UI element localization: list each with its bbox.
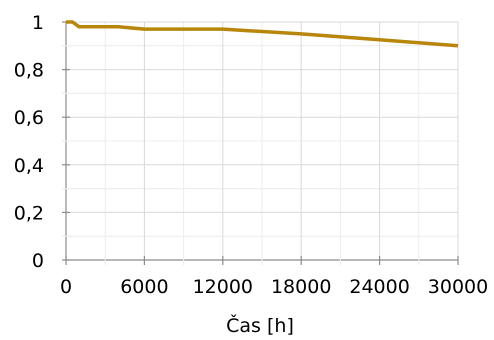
x-tick-label: 12000 <box>193 276 253 298</box>
x-tick-label: 6000 <box>120 276 168 298</box>
x-tick-labels: 0 6000 12000 18000 24000 30000 <box>60 276 488 298</box>
x-tick-label: 18000 <box>271 276 331 298</box>
y-tick-label: 0,4 <box>14 155 44 177</box>
series-layer <box>66 20 459 48</box>
y-tick-label: 0 <box>32 250 44 272</box>
major-grid <box>66 21 459 260</box>
axes <box>62 21 459 265</box>
x-axis-label: Čas [h] <box>226 313 294 337</box>
y-tick-label: 0,8 <box>14 60 44 82</box>
y-tick-label: 1 <box>32 12 44 34</box>
minor-grid <box>66 22 458 260</box>
x-tick-label: 30000 <box>428 276 488 298</box>
x-tick-label: 0 <box>60 276 72 298</box>
y-tick-label: 0,2 <box>14 202 44 224</box>
x-tick-label: 24000 <box>349 276 409 298</box>
y-tick-labels: 0 0,2 0,4 0,6 0,8 1 <box>14 12 44 272</box>
y-tick-label: 0,6 <box>14 107 44 129</box>
series-line <box>66 20 459 48</box>
